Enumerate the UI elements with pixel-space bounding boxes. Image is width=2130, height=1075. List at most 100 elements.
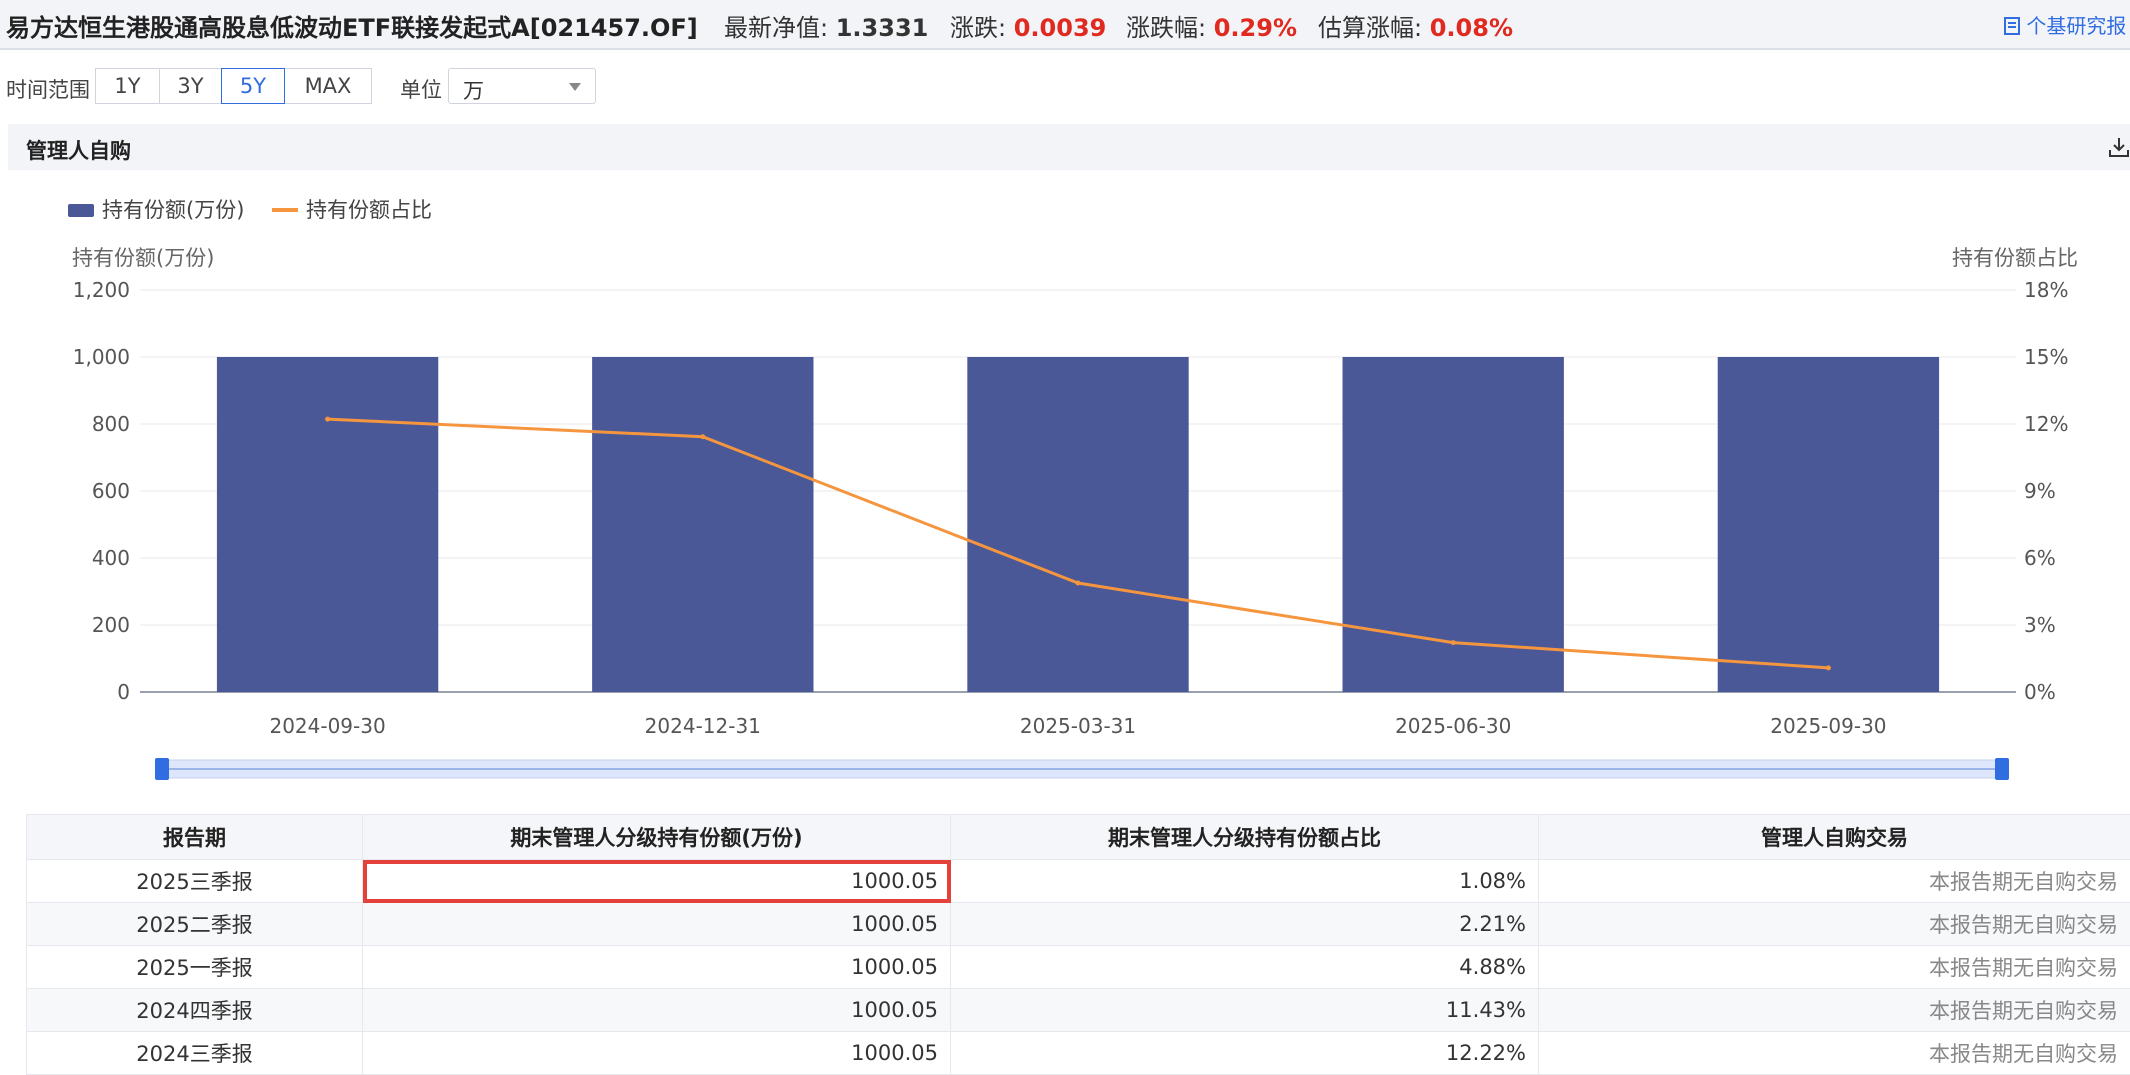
legend-bar-label[interactable]: 持有份额(万份)	[102, 198, 244, 222]
filter-bar: 时间范围 1Y 3Y 5Y MAX 单位 万	[0, 66, 2130, 106]
table-row: 2025二季报 1000.05 2.21% 本报告期无自购交易	[27, 903, 2130, 946]
fund-report-link[interactable]: 个基研究报	[2004, 10, 2126, 39]
estimate-value: 0.08%	[1430, 14, 1513, 42]
col-header-period[interactable]: 报告期	[27, 815, 363, 860]
cell-shares: 1000.05	[363, 946, 951, 989]
x-axis-tick-label: 2024-09-30	[269, 714, 385, 738]
bar[interactable]	[592, 357, 813, 692]
nav-stat: 最新净值: 1.3331	[724, 8, 928, 43]
range-1y-button[interactable]: 1Y	[95, 68, 160, 104]
bar[interactable]	[217, 357, 438, 692]
table-row: 2024四季报 1000.05 11.43% 本报告期无自购交易	[27, 989, 2130, 1032]
range-max-button[interactable]: MAX	[284, 68, 372, 104]
col-header-trades[interactable]: 管理人自购交易	[1539, 815, 2130, 860]
estimate-stat: 估算涨幅: 0.08%	[1318, 8, 1513, 43]
line-point[interactable]	[1451, 640, 1456, 645]
unit-select-value: 万	[463, 75, 484, 105]
zoom-slider[interactable]	[155, 758, 2009, 780]
chart-legend: 持有份额(万份) 持有份额占比	[68, 198, 432, 222]
line-point[interactable]	[1826, 665, 1831, 670]
right-axis-tick-label: 9%	[2024, 479, 2056, 503]
estimate-label: 估算涨幅:	[1318, 14, 1422, 42]
cell-trades: 本报告期无自购交易	[1539, 903, 2130, 946]
right-axis-tick-label: 12%	[2024, 412, 2068, 436]
right-axis-ticks: 0%3%6%9%12%15%18%	[2024, 278, 2068, 704]
panel-title: 管理人自购	[26, 135, 131, 165]
right-axis-tick-label: 15%	[2024, 345, 2068, 369]
nav-value: 1.3331	[836, 14, 929, 42]
fund-title: 易方达恒生港股通高股息低波动ETF联接发起式A[021457.OF]	[6, 8, 698, 43]
right-axis-label: 持有份额占比	[1952, 246, 2078, 270]
change-pct-label: 涨跌幅:	[1126, 14, 1206, 42]
left-axis-tick-label: 200	[92, 613, 130, 637]
bar-series	[217, 357, 1939, 692]
line-point[interactable]	[325, 417, 330, 422]
right-axis-tick-label: 6%	[2024, 546, 2056, 570]
fund-report-link-label: 个基研究报	[2026, 14, 2126, 38]
cell-shares: 1000.05	[363, 1032, 951, 1075]
right-axis-tick-label: 3%	[2024, 613, 2056, 637]
download-icon[interactable]	[2108, 136, 2130, 158]
col-header-share-ratio[interactable]: 期末管理人分级持有份额占比	[951, 815, 1539, 860]
col-header-shares[interactable]: 期末管理人分级持有份额(万份)	[363, 815, 951, 860]
cell-period: 2025一季报	[27, 946, 363, 989]
cell-share-ratio: 11.43%	[951, 989, 1539, 1032]
left-axis-tick-label: 1,200	[73, 278, 130, 302]
table-header-row: 报告期 期末管理人分级持有份额(万份) 期末管理人分级持有份额占比 管理人自购交…	[27, 815, 2130, 860]
chevron-down-icon	[569, 83, 581, 91]
cell-trades: 本报告期无自购交易	[1539, 989, 2130, 1032]
left-axis-tick-label: 600	[92, 479, 130, 503]
cell-period: 2025三季报	[27, 860, 363, 903]
left-axis-tick-label: 800	[92, 412, 130, 436]
x-axis-tick-label: 2025-06-30	[1395, 714, 1511, 738]
x-axis-tick-label: 2024-12-31	[645, 714, 761, 738]
table-row: 2025三季报 1000.05 1.08% 本报告期无自购交易	[27, 860, 2130, 903]
change-value: 0.0039	[1014, 14, 1107, 42]
unit-label: 单位	[400, 74, 442, 104]
range-5y-button[interactable]: 5Y	[221, 68, 285, 104]
change-stat: 涨跌: 0.0039	[950, 8, 1106, 43]
holdings-chart: 持有份额(万份) 持有份额占比 持有份额(万份) 持有份额占比 02004006…	[0, 170, 2130, 800]
change-label: 涨跌:	[950, 14, 1006, 42]
unit-select[interactable]: 万	[448, 68, 596, 104]
legend-line-label[interactable]: 持有份额占比	[306, 198, 432, 222]
cell-period: 2024三季报	[27, 1032, 363, 1075]
left-axis-label: 持有份额(万份)	[72, 246, 214, 270]
zoom-handle-right[interactable]	[1995, 758, 2009, 780]
line-point[interactable]	[1076, 581, 1081, 586]
fund-header: 易方达恒生港股通高股息低波动ETF联接发起式A[021457.OF] 最新净值:…	[0, 0, 2130, 50]
cell-period: 2025二季报	[27, 903, 363, 946]
cell-trades: 本报告期无自购交易	[1539, 860, 2130, 903]
range-3y-button[interactable]: 3Y	[159, 68, 222, 104]
cell-trades: 本报告期无自购交易	[1539, 1032, 2130, 1075]
change-pct-stat: 涨跌幅: 0.29%	[1126, 8, 1297, 43]
cell-share-ratio: 4.88%	[951, 946, 1539, 989]
nav-label: 最新净值:	[724, 14, 828, 42]
table-row: 2025一季报 1000.05 4.88% 本报告期无自购交易	[27, 946, 2130, 989]
cell-shares: 1000.05	[363, 989, 951, 1032]
cell-shares: 1000.05	[363, 903, 951, 946]
legend-bar-swatch	[68, 204, 94, 217]
cell-trades: 本报告期无自购交易	[1539, 946, 2130, 989]
line-point[interactable]	[700, 434, 705, 439]
cell-shares-highlighted: 1000.05	[363, 860, 951, 903]
left-axis-tick-label: 1,000	[73, 345, 130, 369]
bar[interactable]	[967, 357, 1188, 692]
bar[interactable]	[1718, 357, 1939, 692]
change-pct-value: 0.29%	[1214, 14, 1297, 42]
right-axis-tick-label: 18%	[2024, 278, 2068, 302]
cell-share-ratio: 2.21%	[951, 903, 1539, 946]
left-axis-tick-label: 0	[117, 680, 130, 704]
zoom-handle-left[interactable]	[155, 758, 169, 780]
document-icon	[2004, 17, 2020, 35]
holdings-table: 报告期 期末管理人分级持有份额(万份) 期末管理人分级持有份额占比 管理人自购交…	[26, 814, 2130, 1075]
range-selector: 1Y 3Y 5Y MAX	[96, 68, 372, 104]
table-row: 2024三季报 1000.05 12.22% 本报告期无自购交易	[27, 1032, 2130, 1075]
cell-period: 2024四季报	[27, 989, 363, 1032]
x-axis-tick-label: 2025-03-31	[1020, 714, 1136, 738]
range-label: 时间范围	[6, 74, 90, 104]
x-axis-ticks: 2024-09-30 2024-12-31 2025-03-31 2025-06-30…	[269, 714, 1886, 738]
cell-share-ratio: 1.08%	[951, 860, 1539, 903]
cell-share-ratio: 12.22%	[951, 1032, 1539, 1075]
